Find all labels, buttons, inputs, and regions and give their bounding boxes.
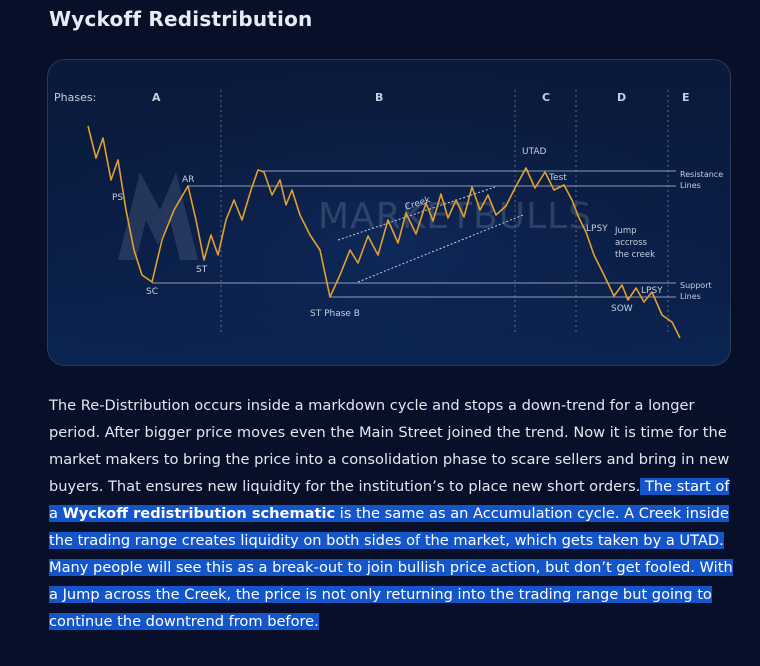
label-support-1: Support (680, 281, 712, 290)
label-st-phase-b: ST Phase B (310, 309, 360, 319)
creek-lines (337, 186, 524, 283)
article-intro: The Re-Distribution occurs inside a mark… (49, 397, 730, 495)
label-ps: PS (112, 193, 123, 203)
phase-d-label: D (617, 91, 626, 104)
label-jump-2: accross (615, 238, 647, 248)
label-sow: SOW (611, 304, 633, 314)
label-resistance-1: Resistance (680, 170, 723, 179)
diagram-svg: MARKETBULLS Phases: A B C D E (48, 60, 730, 365)
label-resistance-2: Lines (680, 181, 701, 190)
phase-e-label: E (682, 91, 690, 104)
phase-b-label: B (375, 91, 383, 104)
label-jump-1: Jump (614, 226, 637, 236)
label-sc: SC (146, 287, 158, 297)
phase-a-label: A (152, 91, 161, 104)
price-path (87, 125, 681, 339)
page-title: Wyckoff Redistribution (49, 7, 313, 31)
highlight-bold: Wyckoff redistribution schematic (62, 505, 336, 522)
article-body: The Re-Distribution occurs inside a mark… (49, 392, 739, 635)
label-jump-3: the creek (615, 250, 655, 260)
label-support-2: Lines (680, 292, 701, 301)
phases-label: Phases: (54, 91, 96, 104)
wyckoff-diagram: MARKETBULLS Phases: A B C D E (47, 59, 731, 366)
label-lpsy-2: LPSY (641, 286, 663, 296)
label-st: ST (196, 265, 208, 275)
phase-separators (220, 90, 669, 335)
label-ar: AR (182, 175, 194, 185)
phase-c-label: C (542, 91, 550, 104)
label-lpsy: LPSY (586, 224, 608, 234)
label-test: Test (548, 173, 567, 183)
label-utad: UTAD (522, 147, 547, 157)
article-paragraph: The Re-Distribution occurs inside a mark… (49, 392, 739, 635)
highlight-rest: is the same as an Accumulation cycle. A … (49, 505, 733, 630)
